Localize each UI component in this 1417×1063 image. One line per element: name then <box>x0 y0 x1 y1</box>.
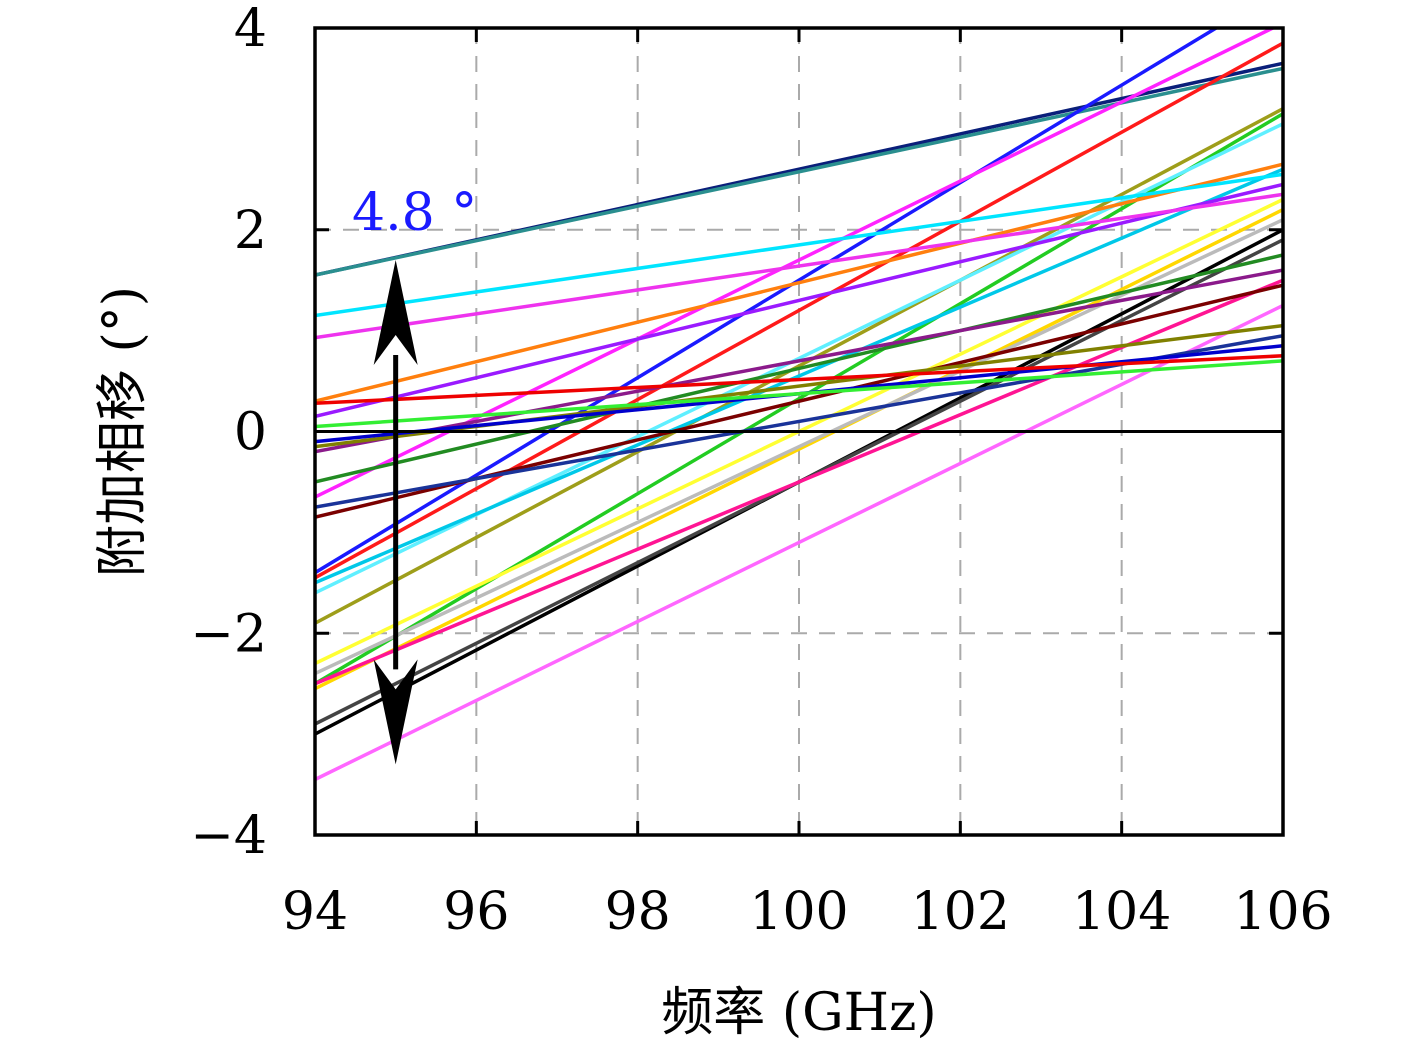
x-tick-label: 96 <box>443 882 509 942</box>
series-line-13 <box>315 192 1283 340</box>
y-tick-label: −2 <box>190 604 267 664</box>
frame-layer <box>313 26 1285 837</box>
x-tick-label: 106 <box>1233 882 1332 942</box>
annotation-label: 4.8 ° <box>352 183 477 243</box>
series-line-10 <box>315 162 1283 403</box>
y-tick-label: 4 <box>234 0 267 59</box>
series-line-28 <box>315 359 1283 429</box>
series-line-9 <box>315 167 1283 585</box>
x-tick-label: 102 <box>911 882 1010 942</box>
series-line-15 <box>315 208 1283 691</box>
x-tick-label: 104 <box>1072 882 1171 942</box>
series-line-11 <box>315 172 1283 318</box>
series-layer <box>315 28 1283 782</box>
series-line-7 <box>315 112 1283 686</box>
series-line-3 <box>315 28 1220 575</box>
y-axis-title: 附加相移 (°) <box>93 286 153 577</box>
series-line-23 <box>315 303 1283 782</box>
series-line-19 <box>315 253 1283 484</box>
series-line-16 <box>315 218 1283 676</box>
y-tick-label: 0 <box>234 403 267 463</box>
series-line-12 <box>315 182 1283 419</box>
range-arrow-head-top <box>373 260 418 366</box>
x-tick-label: 98 <box>605 882 671 942</box>
series-line-20 <box>315 268 1283 454</box>
series-line-5 <box>315 41 1283 580</box>
tick-labels: 94 96 98 100 102 104 106 −4 −2 0 2 4 <box>190 0 1332 942</box>
series-line-4 <box>315 28 1277 499</box>
series-line-27 <box>315 354 1283 406</box>
range-arrow-head-bottom <box>373 659 418 765</box>
y-tick-label: 2 <box>234 201 267 261</box>
x-axis-title: 频率 (GHz) <box>661 983 936 1043</box>
y-tick-label: −4 <box>190 806 267 866</box>
annotation-layer: 4.8 ° <box>352 183 477 765</box>
series-line-6 <box>315 107 1283 625</box>
x-tick-label: 94 <box>282 882 348 942</box>
x-tick-label: 100 <box>749 882 848 942</box>
